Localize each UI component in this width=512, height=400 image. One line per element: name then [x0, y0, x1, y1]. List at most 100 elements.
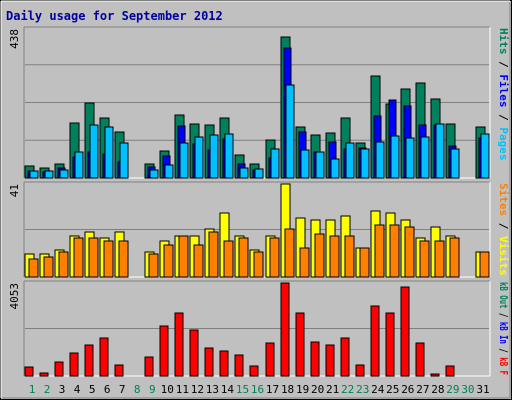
bar-pages-day-9: [149, 169, 159, 179]
bar-pages-day-6: [104, 126, 114, 179]
bar-pages-day-29: [450, 148, 460, 179]
axis-legend-part: Pages: [497, 127, 510, 160]
bar-pages-day-18: [285, 84, 295, 179]
bar-kb-f-day-24: [370, 305, 380, 377]
bar-sites-day-20: [314, 233, 325, 278]
x-tick-day-19: 19: [296, 383, 309, 396]
bar-sites-day-9: [148, 253, 159, 278]
bar-kb-f-day-12: [189, 329, 199, 377]
x-tick-day-6: 6: [104, 383, 111, 396]
bars: [24, 36, 490, 377]
bar-sites-day-27: [419, 240, 430, 278]
axis-legend-part: Visits: [497, 236, 510, 276]
axis-legend-part: /: [497, 108, 510, 128]
y-max-label: 41: [8, 184, 21, 197]
bar-sites-day-4: [73, 237, 84, 278]
bar-pages-day-4: [74, 151, 84, 179]
bar-sites-day-13: [208, 231, 219, 278]
bar-kb-f-day-2: [39, 372, 49, 377]
bar-pages-day-23: [360, 148, 370, 179]
bar-kb-f-day-13: [204, 347, 214, 377]
axis-legend-label: Hits / Files / Pages: [497, 28, 510, 161]
bar-kb-f-day-3: [54, 361, 64, 377]
bar-pages-day-11: [179, 142, 189, 179]
axis-legend-label: Sites / Visits: [497, 183, 510, 276]
bar-pages-day-19: [300, 149, 310, 179]
bar-kb-f-day-27: [415, 342, 425, 377]
bar-sites-day-23: [359, 247, 370, 278]
bar-kb-f-day-14: [219, 350, 229, 377]
bar-sites-day-1: [28, 258, 39, 278]
bar-pages-day-7: [119, 142, 129, 179]
y-max-label: 438: [8, 29, 21, 49]
bar-kb-f-day-16: [249, 365, 259, 377]
axis-legend-label: kB Out / kB In / kB F: [497, 282, 510, 375]
x-tick-day-30: 30: [461, 383, 474, 396]
bar-kb-f-day-4: [69, 352, 79, 377]
bar-sites-day-6: [103, 240, 114, 278]
bar-sites-day-18: [284, 228, 295, 278]
x-tick-day-10: 10: [161, 383, 174, 396]
x-tick-day-25: 25: [386, 383, 399, 396]
bar-kb-f-day-19: [295, 312, 305, 377]
x-tick-day-20: 20: [311, 383, 324, 396]
bar-pages-day-15: [239, 167, 249, 179]
bar-sites-day-3: [58, 251, 69, 278]
bar-sites-day-22: [344, 235, 355, 278]
bar-pages-day-20: [315, 151, 325, 179]
bar-sites-day-16: [253, 251, 264, 278]
axis-legend-part: /: [497, 309, 510, 322]
axis-legend-part: /: [497, 55, 510, 75]
bar-sites-day-12: [193, 244, 204, 278]
x-tick-day-21: 21: [326, 383, 339, 396]
bar-kb-f-day-18: [280, 282, 290, 377]
axis-legend-part: /: [497, 216, 510, 236]
x-tick-day-16: 16: [251, 383, 264, 396]
axis-legend-part: Sites: [497, 183, 510, 216]
x-tick-day-11: 11: [176, 383, 189, 396]
bar-sites-day-25: [389, 224, 400, 278]
bar-kb-f-day-15: [234, 354, 244, 377]
bar-kb-f-day-9: [144, 356, 154, 377]
panels: [23, 26, 491, 377]
bar-sites-day-7: [118, 240, 129, 278]
bar-kb-f-day-10: [159, 325, 169, 377]
axis-legend-part: Hits: [497, 28, 510, 55]
x-tick-day-28: 28: [431, 383, 444, 396]
x-tick-day-9: 9: [149, 383, 156, 396]
x-tick-day-3: 3: [59, 383, 66, 396]
x-tick-day-29: 29: [446, 383, 459, 396]
x-tick-day-24: 24: [371, 383, 385, 396]
bar-kb-f-day-20: [310, 341, 320, 377]
x-tick-day-1: 1: [29, 383, 36, 396]
bar-sites-day-14: [223, 240, 234, 278]
bar-kb-f-day-26: [400, 286, 410, 377]
bar-kb-f-day-21: [325, 344, 335, 377]
bar-kb-f-day-23: [355, 364, 365, 377]
bar-pages-day-16: [254, 168, 264, 179]
chart-title: Daily usage for September 2012: [6, 9, 223, 23]
bar-sites-day-21: [329, 235, 340, 278]
bar-pages-day-25: [390, 135, 400, 179]
bar-kb-f-day-1: [24, 366, 34, 377]
x-tick-day-17: 17: [266, 383, 279, 396]
x-tick-day-23: 23: [356, 383, 369, 396]
bar-pages-day-5: [89, 124, 99, 179]
bar-pages-day-12: [194, 136, 204, 179]
bar-pages-day-2: [44, 170, 54, 179]
y-max-label: 4053: [8, 283, 21, 310]
bar-sites-day-10: [163, 244, 174, 278]
x-tick-day-2: 2: [44, 383, 51, 396]
x-tick-day-26: 26: [401, 383, 414, 396]
x-tick-day-7: 7: [119, 383, 126, 396]
bar-pages-day-26: [405, 137, 415, 179]
x-tick-day-13: 13: [206, 383, 219, 396]
x-tick-day-27: 27: [416, 383, 429, 396]
bar-pages-day-28: [435, 123, 445, 179]
bar-kb-f-day-22: [340, 337, 350, 377]
bar-pages-day-13: [209, 134, 219, 179]
bar-pages-day-17: [270, 148, 280, 179]
bar-pages-day-10: [164, 164, 174, 179]
bar-kb-f-day-11: [174, 312, 184, 377]
